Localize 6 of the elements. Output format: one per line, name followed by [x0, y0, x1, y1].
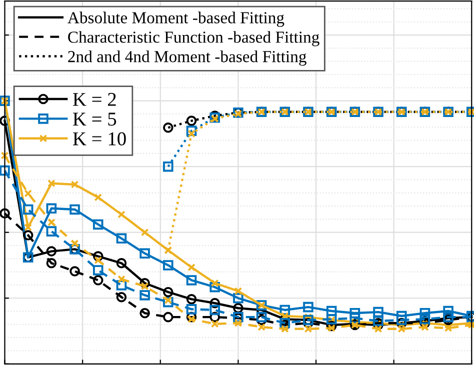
- text: Absolute Moment -based Fitting: [68, 12, 284, 27]
- text: 2nd and 4nd Moment -based Fitting: [68, 50, 306, 66]
- legend-label: K = 5: [72, 112, 116, 126]
- legend-label: K = 10: [72, 132, 126, 146]
- legend-label: K = 2: [72, 92, 116, 106]
- text: Characteristic Function -based Fitting: [68, 31, 320, 46]
